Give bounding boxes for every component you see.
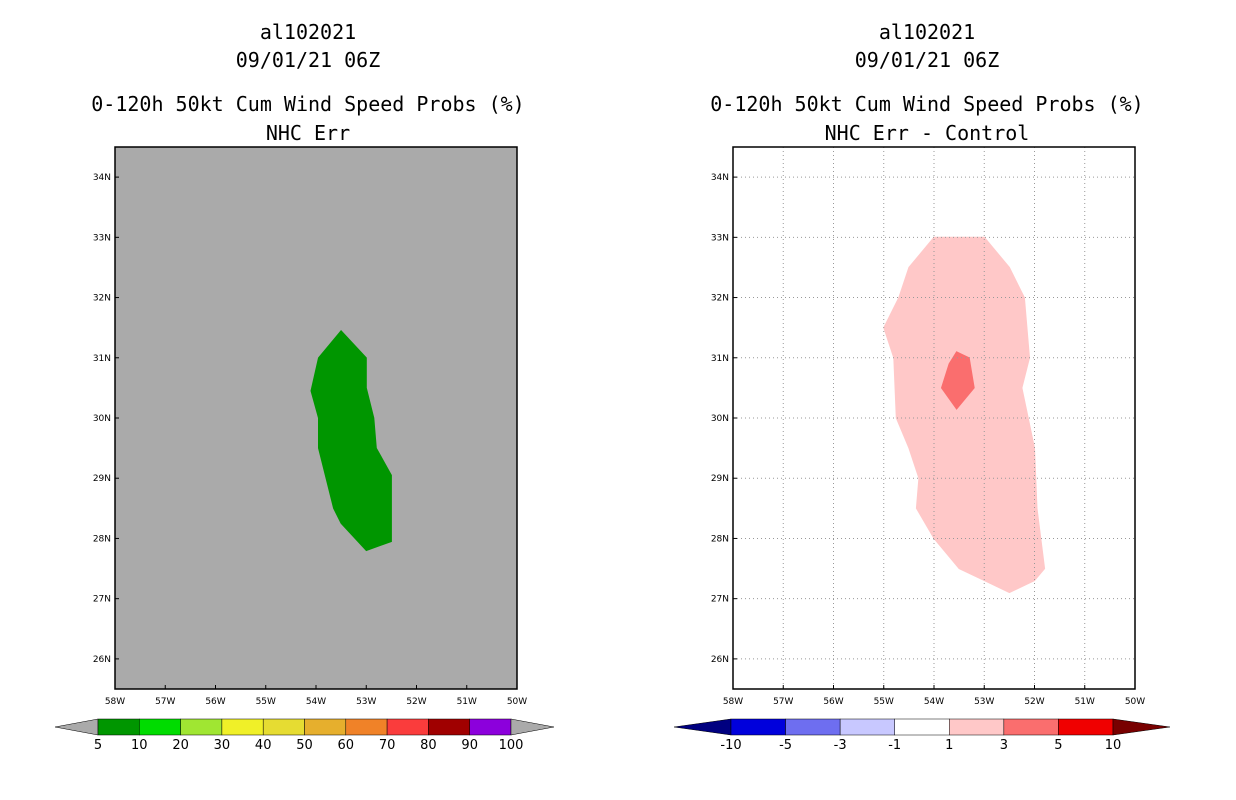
left-colorbar-swatch bbox=[345, 718, 388, 736]
left-y-tick-label: 28N bbox=[93, 534, 111, 544]
right-map-frame bbox=[732, 146, 1136, 690]
left-chart-subtitle: NHC Err bbox=[265, 121, 351, 145]
left-colorbar-swatch bbox=[139, 718, 181, 736]
right-x-tick-label: 54W bbox=[924, 697, 944, 707]
right-chart-subtitle: NHC Err - Control bbox=[824, 121, 1030, 145]
left-x-tick-label: 55W bbox=[256, 697, 276, 707]
left-x-tick-label: 58W bbox=[105, 697, 125, 707]
left-colorbar-under-arrow bbox=[54, 718, 99, 736]
left-map-background bbox=[115, 147, 517, 689]
right-colorbar-label: -10 bbox=[720, 738, 741, 753]
right-colorbar-label: 3 bbox=[1000, 738, 1008, 753]
right-colorbar-label: -5 bbox=[779, 738, 792, 753]
left-colorbar-label: 70 bbox=[379, 738, 396, 753]
right-y-tick-label: 34N bbox=[711, 173, 729, 183]
left-colorbar-label: 5 bbox=[94, 738, 102, 753]
left-colorbar-label: 80 bbox=[420, 738, 437, 753]
left-colorbar-swatch bbox=[469, 718, 512, 736]
left-y-tick-label: 27N bbox=[93, 595, 111, 605]
left-y-tick-label: 30N bbox=[93, 414, 111, 424]
left-colorbar-label: 90 bbox=[461, 738, 478, 753]
left-map-panel: 58W 57W 56W 55W 54W 53W 52W 51W 50W 26N 27N 28N 29N 3… bbox=[54, 146, 555, 753]
right-colorbar-label: 10 bbox=[1105, 738, 1122, 753]
right-chart-title: 0-120h 50kt Cum Wind Speed Probs (%) bbox=[710, 92, 1144, 116]
left-colorbar-swatch bbox=[386, 718, 429, 736]
left-colorbar-swatch bbox=[221, 718, 264, 736]
right-colorbar-swatch bbox=[839, 718, 895, 736]
left-y-tick-label: 32N bbox=[93, 294, 111, 304]
left-y-tick-label: 26N bbox=[93, 655, 111, 665]
right-x-tick-label: 56W bbox=[823, 697, 843, 707]
right-colorbar-under-arrow bbox=[673, 718, 732, 736]
right-y-tick-label: 28N bbox=[711, 534, 729, 544]
right-colorbar-swatch bbox=[1003, 718, 1059, 736]
right-colorbar-swatch bbox=[1058, 718, 1114, 736]
right-y-tick-label: 29N bbox=[711, 474, 729, 484]
right-x-tick-label: 55W bbox=[874, 697, 894, 707]
left-colorbar-label: 30 bbox=[214, 738, 231, 753]
right-colorbar-label: 1 bbox=[945, 738, 953, 753]
left-colorbar-swatch bbox=[428, 718, 470, 736]
left-x-tick-label: 50W bbox=[507, 697, 527, 707]
right-colorbar-label: 5 bbox=[1054, 738, 1062, 753]
right-y-tick-label: 33N bbox=[711, 233, 729, 243]
right-colorbar-swatch bbox=[730, 718, 786, 736]
right-colorbar-swatch bbox=[949, 718, 1005, 736]
right-y-tick-label: 32N bbox=[711, 294, 729, 304]
left-x-tick-label: 52W bbox=[406, 697, 426, 707]
left-colorbar-label: 20 bbox=[172, 738, 189, 753]
right-x-tick-label: 57W bbox=[773, 697, 793, 707]
right-colorbar-over-arrow bbox=[1112, 718, 1171, 736]
left-colorbar-label: 10 bbox=[131, 738, 148, 753]
right-colorbar-swatch bbox=[894, 718, 950, 736]
right-x-tick-label: 58W bbox=[723, 697, 743, 707]
right-y-tick-label: 26N bbox=[711, 655, 729, 665]
right-datetime: 09/01/21 06Z bbox=[854, 48, 1000, 72]
left-storm-id: al102021 bbox=[259, 20, 357, 44]
left-contour-5-10 bbox=[310, 329, 392, 552]
left-x-tick-label: 57W bbox=[155, 697, 175, 707]
left-x-tick-label: 53W bbox=[356, 697, 376, 707]
left-y-tick-label: 33N bbox=[93, 233, 111, 243]
right-x-tick-label: 51W bbox=[1075, 697, 1095, 707]
left-colorbar-label: 40 bbox=[255, 738, 272, 753]
right-y-tick-label: 30N bbox=[711, 414, 729, 424]
left-datetime: 09/01/21 06Z bbox=[235, 48, 381, 72]
right-x-tick-label: 53W bbox=[974, 697, 994, 707]
left-colorbar-label: 60 bbox=[338, 738, 355, 753]
left-colorbar-label: 100 bbox=[499, 738, 524, 753]
right-map-panel: 58W 57W 56W 55W 54W 53W 52W 51W 50W 26N 27N 28N 29N 3… bbox=[673, 146, 1171, 753]
right-y-tick-label: 31N bbox=[711, 354, 729, 364]
left-x-tick-label: 54W bbox=[306, 697, 326, 707]
right-contour-1-3 bbox=[883, 236, 1046, 594]
right-storm-id: al102021 bbox=[878, 20, 976, 44]
left-colorbar-label: 50 bbox=[296, 738, 313, 753]
left-map-frame bbox=[114, 146, 518, 690]
right-x-tick-label: 52W bbox=[1024, 697, 1044, 707]
left-y-tick-label: 34N bbox=[93, 173, 111, 183]
left-y-tick-label: 31N bbox=[93, 354, 111, 364]
right-colorbar-label: -3 bbox=[834, 738, 847, 753]
left-chart-title: 0-120h 50kt Cum Wind Speed Probs (%) bbox=[91, 92, 525, 116]
left-colorbar-over-arrow bbox=[510, 718, 555, 736]
left-colorbar-swatch bbox=[304, 718, 347, 736]
left-y-tick-label: 29N bbox=[93, 474, 111, 484]
left-colorbar-swatch bbox=[180, 718, 223, 736]
left-colorbar-swatch bbox=[97, 718, 140, 736]
right-colorbar-label: -1 bbox=[888, 738, 901, 753]
left-colorbar-swatch bbox=[262, 718, 305, 736]
left-x-tick-label: 56W bbox=[205, 697, 225, 707]
left-x-tick-label: 51W bbox=[457, 697, 477, 707]
right-y-tick-label: 27N bbox=[711, 595, 729, 605]
right-colorbar-swatch bbox=[785, 718, 841, 736]
right-x-tick-label: 50W bbox=[1125, 697, 1145, 707]
